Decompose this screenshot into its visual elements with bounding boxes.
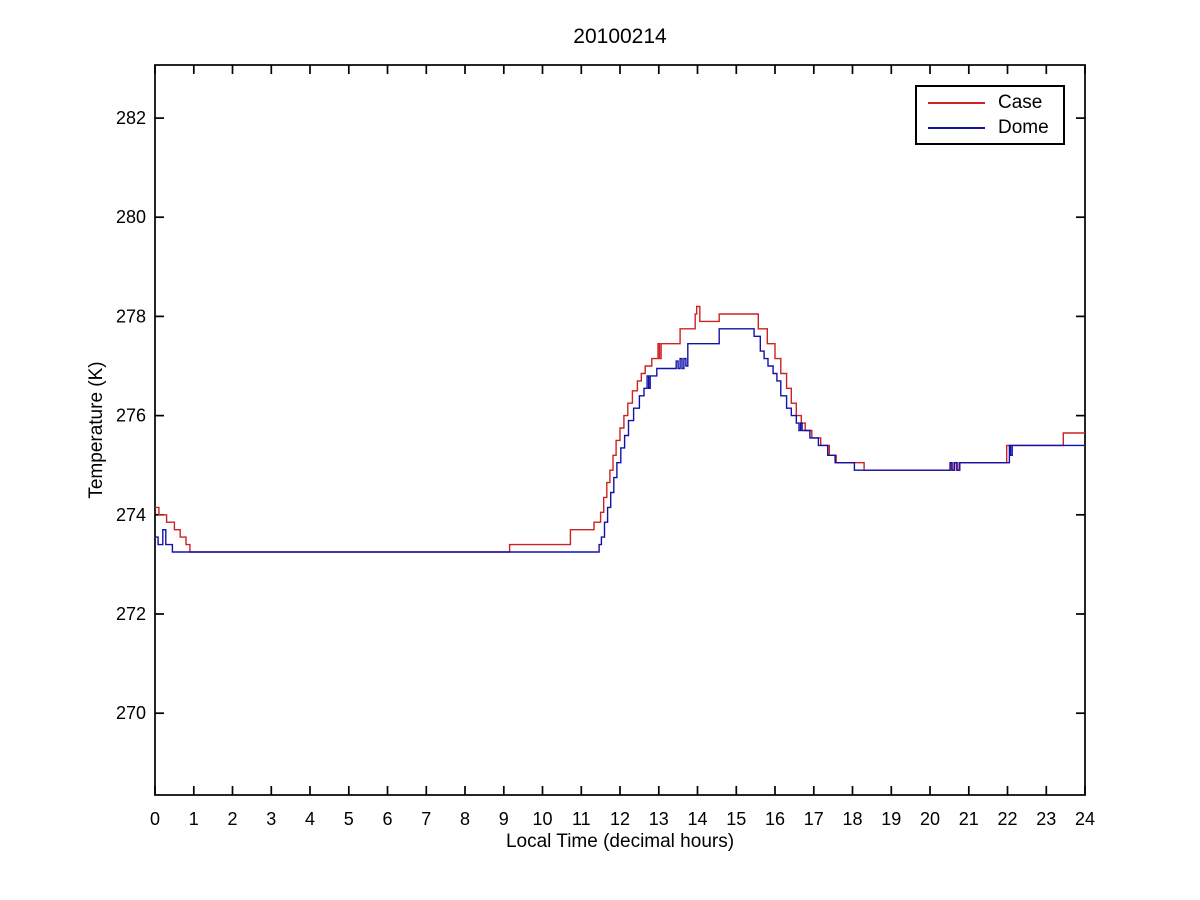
x-tick-label: 14 xyxy=(687,809,707,829)
x-tick-label: 13 xyxy=(649,809,669,829)
x-tick-label: 17 xyxy=(804,809,824,829)
y-tick-label: 280 xyxy=(116,207,146,227)
y-tick-label: 270 xyxy=(116,703,146,723)
series-dome-line xyxy=(155,328,1085,553)
x-axis-label: Local Time (decimal hours) xyxy=(505,831,735,852)
x-tick-label: 2 xyxy=(227,809,237,829)
x-tick-label: 22 xyxy=(997,809,1017,829)
x-tick-label: 18 xyxy=(842,809,862,829)
x-tick-label: 8 xyxy=(460,809,470,829)
x-tick-label: 21 xyxy=(959,809,979,829)
x-tick-label: 4 xyxy=(305,809,315,829)
y-tick-labels: 270 272 274 276 278 280 282 xyxy=(116,108,146,723)
x-tick-label: 19 xyxy=(881,809,901,829)
legend: Case Dome xyxy=(915,85,1065,145)
dome-line-sample xyxy=(928,126,985,129)
series-case-line xyxy=(155,305,1085,553)
x-tick-label: 15 xyxy=(726,809,746,829)
y-tick-label: 272 xyxy=(116,604,146,624)
x-tick-label: 5 xyxy=(344,809,354,829)
y-tick-label: 278 xyxy=(116,306,146,326)
case-line-sample xyxy=(928,101,985,104)
y-tick-label: 274 xyxy=(116,505,146,525)
plot-box xyxy=(154,64,1086,796)
x-tick-label: 6 xyxy=(382,809,392,829)
y-tick-label: 276 xyxy=(116,406,146,426)
chart-title: 20100214 xyxy=(573,25,667,48)
legend-entry-case: Case xyxy=(917,93,1063,112)
x-tick-label: 12 xyxy=(610,809,630,829)
x-tick-label: 24 xyxy=(1075,809,1095,829)
x-tick-labels: 0 1 2 3 4 5 6 7 8 9 10 11 12 13 14 15 16 17 18 19 20 21 22 23 24 xyxy=(150,809,1095,829)
x-tick-label: 16 xyxy=(765,809,785,829)
x-tick-label: 10 xyxy=(532,809,552,829)
y-ticks xyxy=(155,117,1085,715)
y-tick-label: 282 xyxy=(116,108,146,128)
x-ticks xyxy=(154,65,1086,795)
x-tick-label: 7 xyxy=(421,809,431,829)
legend-entry-dome: Dome xyxy=(917,118,1063,137)
legend-label-dome: Dome xyxy=(998,117,1049,138)
x-tick-label: 0 xyxy=(150,809,160,829)
y-axis-label: Temperature (K) xyxy=(86,361,107,499)
x-tick-label: 11 xyxy=(572,809,591,829)
legend-label-case: Case xyxy=(998,92,1043,113)
x-tick-label: 9 xyxy=(499,809,509,829)
x-tick-label: 23 xyxy=(1036,809,1056,829)
x-tick-label: 3 xyxy=(266,809,276,829)
x-tick-label: 20 xyxy=(920,809,940,829)
x-tick-label: 1 xyxy=(189,809,199,829)
